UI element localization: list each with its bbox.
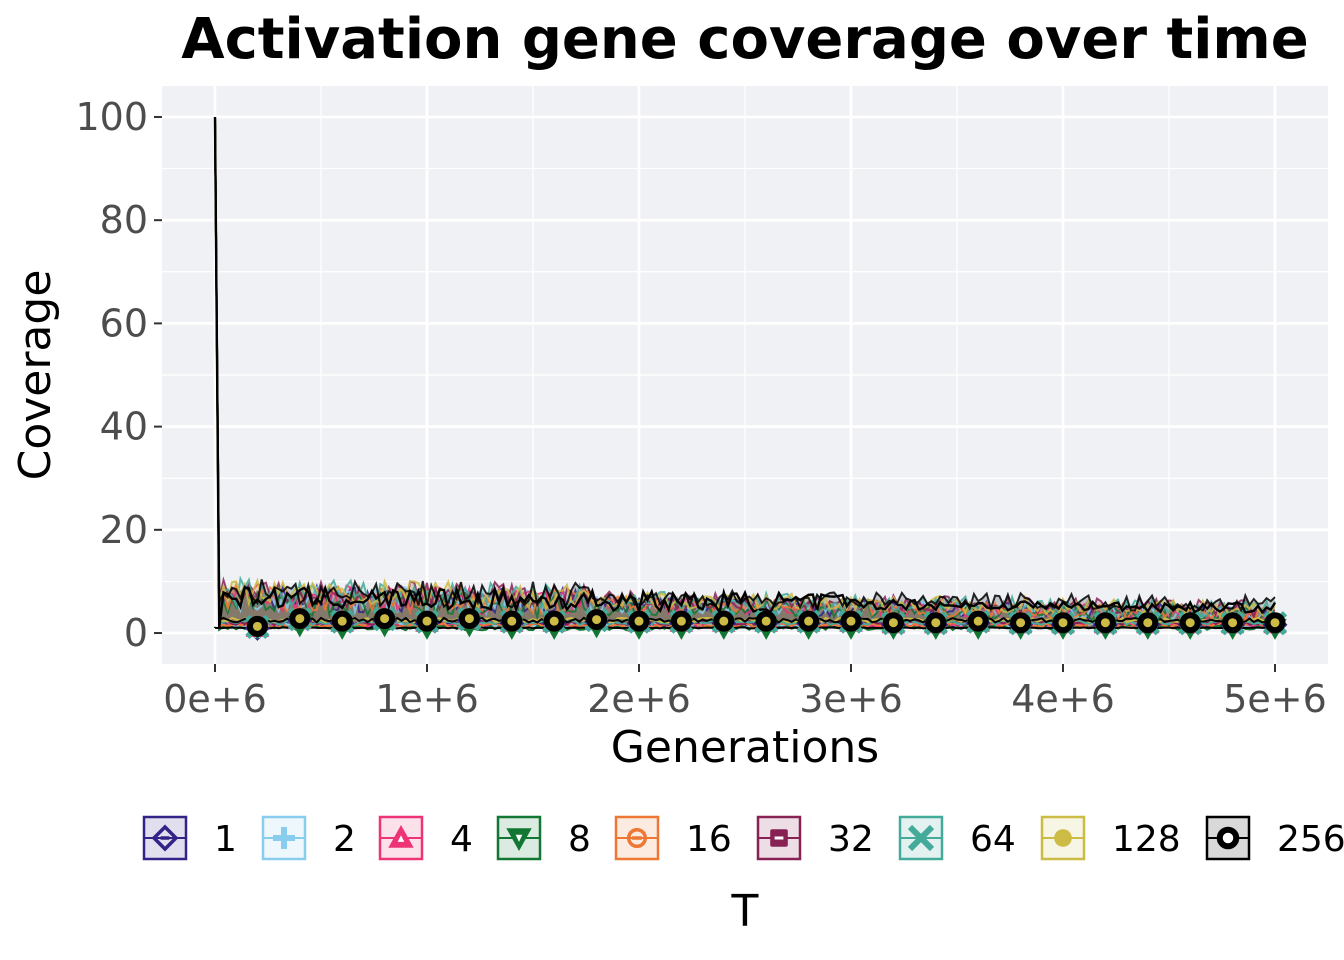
marker-ring: [1222, 612, 1244, 634]
chart-title: Activation gene coverage over time: [181, 7, 1309, 72]
legend-item-32: 32: [756, 815, 874, 861]
marker-ring: [1052, 612, 1074, 634]
marker-ring: [289, 608, 311, 630]
marker-ring: [628, 610, 650, 632]
series-markers: [244, 606, 1288, 641]
x-tick-label: 4e+6: [1011, 677, 1115, 721]
legend-item-2: 2: [261, 815, 356, 861]
marker-ring: [1094, 612, 1116, 634]
y-tick-label: 0: [124, 611, 148, 655]
legend-item-64: 64: [898, 815, 1016, 861]
grid-lines: [162, 86, 1328, 664]
y-tick-label: 60: [100, 301, 148, 345]
marker-dot: [1054, 829, 1072, 847]
legend-item-8: 8: [496, 815, 591, 861]
legend-label: 8: [568, 819, 591, 860]
marker-triangle-inner: [397, 835, 405, 842]
marker-ring: [1137, 612, 1159, 634]
legend-label: 32: [828, 819, 874, 860]
y-tick-label: 20: [100, 508, 148, 552]
legend-label: 1: [214, 819, 237, 860]
legend-item-16: 16: [614, 815, 732, 861]
marker-ring: [967, 610, 989, 632]
marker-circle: [627, 828, 647, 848]
y-tick-label: 80: [100, 198, 148, 242]
marker-ring: [501, 610, 523, 632]
legend: 1 2 4 8 16 32 64 128 256: [142, 815, 1344, 861]
marker-ring: [840, 610, 862, 632]
marker-x-b: [907, 824, 935, 852]
legend-item-128: 128: [1040, 815, 1181, 861]
x-tick-label: 2e+6: [587, 677, 691, 721]
marker-ring: [374, 608, 396, 630]
legend-label: 256: [1277, 819, 1344, 860]
marker-ring: [1216, 826, 1240, 850]
marker-triangle-inner: [515, 834, 523, 842]
y-tick-label: 40: [100, 405, 148, 449]
marker-ring: [713, 610, 735, 632]
marker-ring: [1179, 612, 1201, 634]
marker-ring: [458, 608, 480, 630]
marker-ring: [755, 610, 777, 632]
marker-ring: [246, 615, 268, 637]
legend-label: 2: [333, 819, 356, 860]
marker-diamond: [151, 824, 179, 852]
marker-ring: [925, 612, 947, 634]
legend-label: 64: [970, 819, 1016, 860]
marker-ring: [1010, 612, 1032, 634]
legend-title: T: [731, 886, 759, 937]
x-tick-label: 0e+6: [163, 677, 267, 721]
y-tick-label: 100: [75, 95, 148, 139]
y-axis-title: Coverage: [10, 270, 61, 481]
x-tick-label: 5e+6: [1223, 677, 1327, 721]
marker-ring: [331, 610, 353, 632]
x-tick-label: 3e+6: [799, 677, 903, 721]
marker-ring: [1264, 612, 1286, 634]
x-tick-label: 1e+6: [375, 677, 479, 721]
marker-ring: [416, 610, 438, 632]
legend-item-1: 1: [142, 815, 237, 861]
x-axis-title: Generations: [611, 722, 879, 773]
legend-label: 16: [686, 819, 732, 860]
marker-ring: [586, 609, 608, 631]
legend-item-256: 256: [1205, 815, 1344, 861]
marker-ring: [882, 612, 904, 634]
series-peak-256: [213, 116, 1277, 629]
legend-item-4: 4: [378, 815, 473, 861]
axes: 0e+6 1e+6 2e+6 3e+6 4e+6 5e+6 0 20 40 60 80 100: [75, 95, 1326, 721]
marker-ring: [543, 610, 565, 632]
marker-ring: [670, 610, 692, 632]
marker-ring: [798, 610, 820, 632]
legend-label: 4: [450, 819, 473, 860]
legend-label: 128: [1112, 819, 1181, 860]
